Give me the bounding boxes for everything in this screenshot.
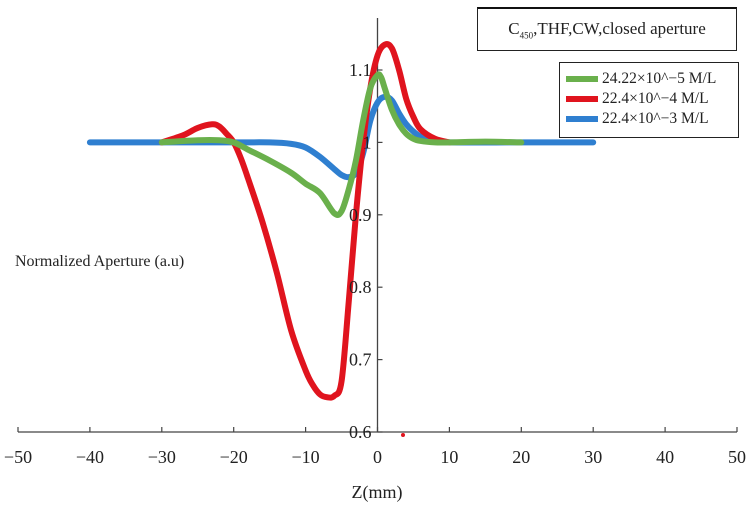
legend-item: 24.22×10^−5 M/L [566, 69, 732, 89]
y-axis-title: Normalized Aperture (a.u) [15, 253, 184, 270]
title-rest: ,THF,CW,closed aperture [533, 18, 706, 38]
y-tick-label: 0.7 [349, 350, 372, 370]
series-line-green [158, 71, 525, 218]
x-tick-label: −20 [220, 447, 248, 467]
y-tick-label: 1.1 [349, 60, 372, 80]
x-tick-label: −10 [292, 447, 320, 467]
title-main: C [508, 18, 520, 38]
series-line-red [158, 41, 453, 401]
legend-item: 22.4×10^−3 M/L [566, 109, 732, 129]
y-tick-label: 1 [363, 132, 372, 152]
legend-swatch-red [566, 96, 598, 102]
red-marker-dot [401, 433, 405, 437]
legend: 24.22×10^−5 M/L 22.4×10^−4 M/L 22.4×10^−… [559, 62, 739, 138]
x-tick-label: 50 [728, 447, 746, 467]
y-tick-label: 0.9 [349, 205, 372, 225]
ticks-group: −50 −40 −30 −20 −10 0 10 20 30 40 50 0.6 0.7 0.8 0.9 1 1… [4, 60, 746, 467]
x-tick-label: 40 [656, 447, 674, 467]
title-subscript: 450 [519, 30, 534, 41]
chart-title-box: C450,THF,CW,closed aperture [477, 7, 737, 51]
chart-title: C450,THF,CW,closed aperture [508, 19, 706, 40]
x-tick-label: 20 [512, 447, 530, 467]
x-tick-label: −30 [148, 447, 176, 467]
x-tick-label: −50 [4, 447, 32, 467]
legend-label: 22.4×10^−3 M/L [602, 110, 709, 127]
legend-swatch-blue [566, 116, 598, 122]
legend-item: 22.4×10^−4 M/L [566, 89, 732, 109]
x-tick-label: 10 [440, 447, 458, 467]
y-tick-label: 0.8 [349, 277, 372, 297]
x-tick-label: 0 [373, 447, 382, 467]
series-group [86, 41, 597, 401]
legend-label: 24.22×10^−5 M/L [602, 70, 717, 87]
x-tick-label: 30 [584, 447, 602, 467]
x-axis-title: Z(mm) [352, 482, 403, 503]
y-tick-label: 0.6 [349, 422, 372, 442]
series-line-blue [86, 93, 597, 181]
x-tick-label: −40 [76, 447, 104, 467]
legend-swatch-green [566, 76, 598, 82]
legend-label: 22.4×10^−4 M/L [602, 90, 709, 107]
